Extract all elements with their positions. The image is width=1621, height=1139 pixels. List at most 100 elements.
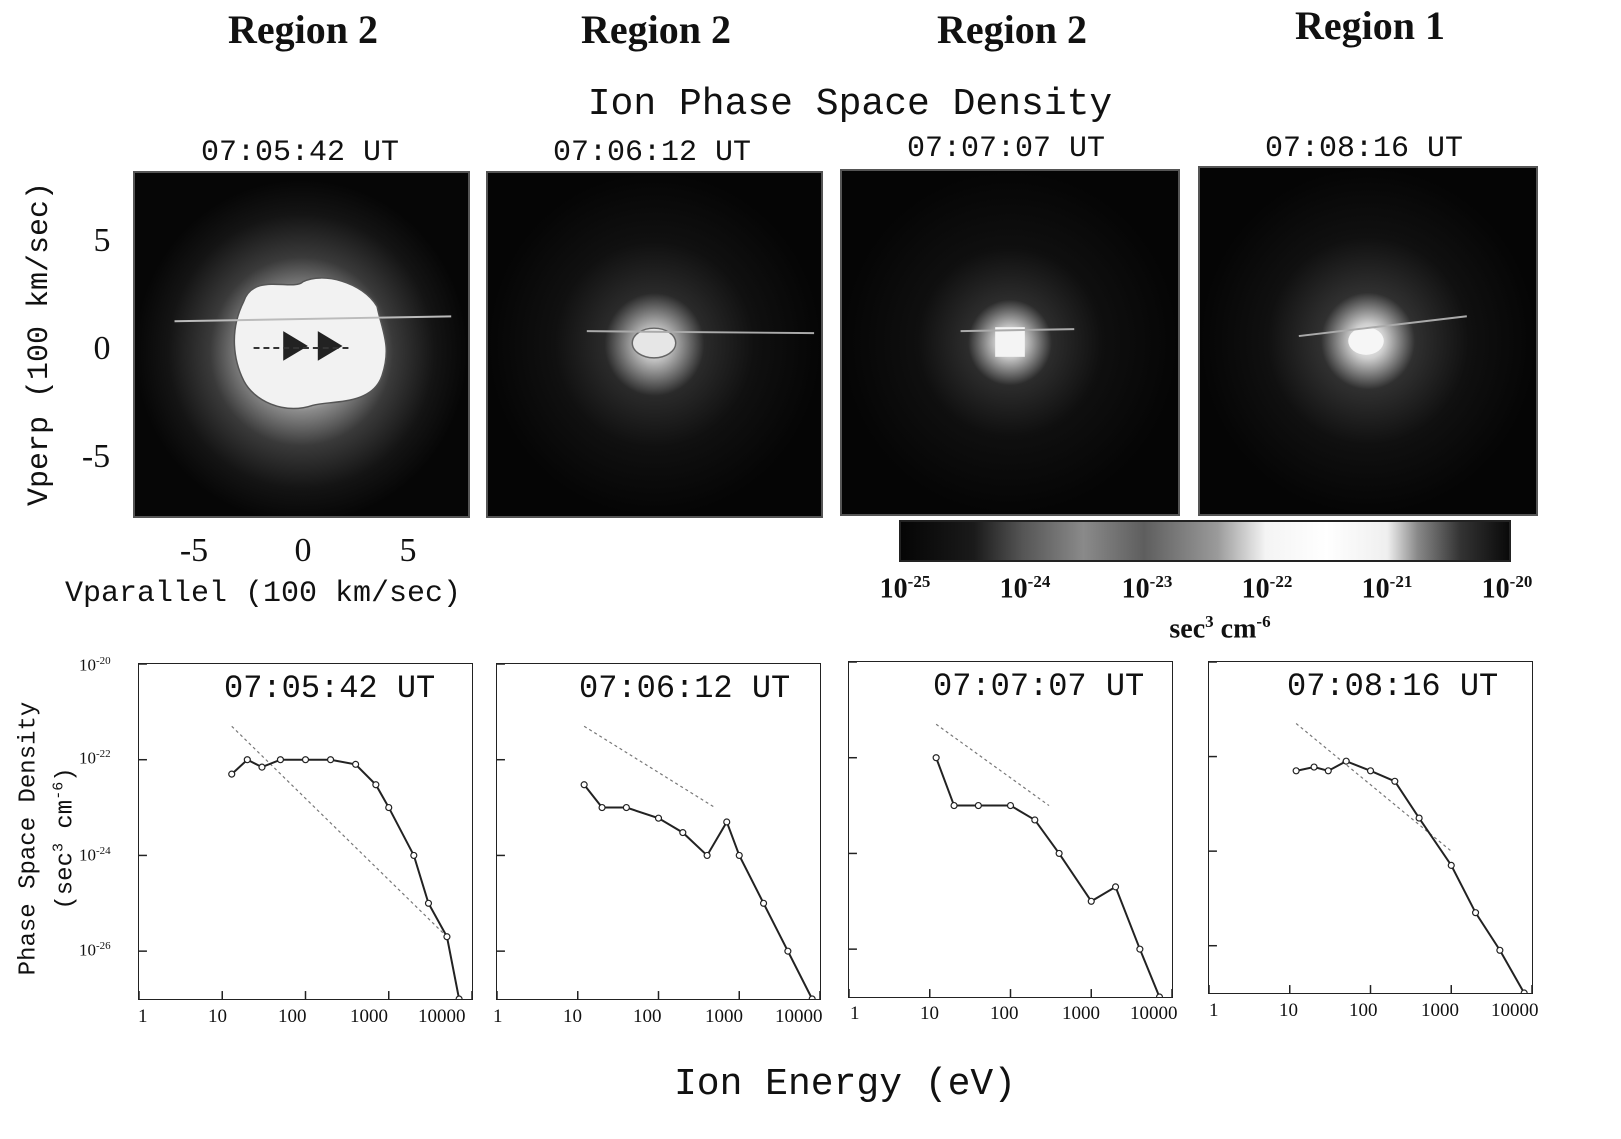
xtick-1: 1 <box>1209 1000 1219 1021</box>
xtick-1: 1 <box>493 1006 503 1027</box>
spectrum-plot-4: 07:08:16 UT <box>1208 661 1533 994</box>
xtick-10000: 10000 <box>1491 1000 1539 1021</box>
xtick-10: 10 <box>920 1003 939 1024</box>
data-point <box>723 818 731 826</box>
data-point <box>301 756 310 764</box>
data-point <box>410 851 418 860</box>
data-point <box>1496 946 1504 954</box>
xtick-10000: 10000 <box>775 1006 823 1027</box>
series-line <box>1295 760 1526 993</box>
xticks-group-1: 1 10 100 1000 10000 <box>138 1006 473 1032</box>
data-point <box>1031 816 1039 824</box>
series-line <box>583 784 814 999</box>
data-point <box>932 754 940 762</box>
xtick-10000: 10000 <box>418 1006 466 1027</box>
region-label-2: Region 2 <box>581 7 731 52</box>
colorbar-label-4: 10-22 <box>1241 572 1293 605</box>
data-point <box>1310 763 1318 771</box>
bottom-ylabel-line2: (sec3 cm-6) <box>50 767 80 910</box>
data-point <box>759 899 768 907</box>
data-point <box>326 756 335 764</box>
spectrum-title-1: 07:05:42 UT <box>224 670 436 707</box>
data-point <box>352 760 360 768</box>
bottom-ytick-20: 10-20 <box>79 655 111 675</box>
xtick-1: 1 <box>138 1006 148 1027</box>
xtick-10: 10 <box>208 1006 227 1027</box>
spectrum-svg-3 <box>849 662 1172 997</box>
xtick-100: 100 <box>1349 1000 1378 1021</box>
top-xlabel: Vparallel (100 km/sec) <box>65 577 462 611</box>
spectrum-title-3: 07:07:07 UT <box>933 668 1145 705</box>
bottom-xlabel: Ion Energy (eV) <box>673 1063 1017 1106</box>
xtick-1000: 1000 <box>1421 1000 1459 1021</box>
data-point <box>1391 777 1399 785</box>
reference-line <box>935 723 1050 807</box>
panel-timestamp-1: 07:05:42 UT <box>200 136 400 170</box>
series-line <box>935 757 1161 997</box>
spectrum-plot-2: 07:06:12 UT <box>496 663 821 1000</box>
data-point <box>243 756 251 764</box>
xtick-10000: 10000 <box>1130 1003 1178 1024</box>
top-ytick-minus5: -5 <box>81 438 111 475</box>
xtick-1000: 1000 <box>1062 1003 1100 1024</box>
spectrum-plot-3: 07:07:07 UT <box>848 661 1173 998</box>
data-point <box>654 814 663 822</box>
data-point <box>950 801 958 810</box>
region-label-1: Region 2 <box>228 7 378 52</box>
data-point <box>622 803 630 812</box>
data-point <box>1366 767 1375 775</box>
xtick-100: 100 <box>633 1006 662 1027</box>
reference-line <box>231 725 448 938</box>
spectrum-plot-1: 07:05:42 UT <box>138 663 473 1000</box>
data-point <box>455 995 463 999</box>
spectrum-title-4: 07:08:16 UT <box>1287 668 1499 705</box>
data-point <box>679 829 687 837</box>
spectrum-title-2: 07:06:12 UT <box>579 670 791 707</box>
colorbar-label-1: 10-25 <box>879 572 931 605</box>
data-point <box>784 947 792 955</box>
data-point <box>1520 989 1528 993</box>
data-point <box>1111 883 1120 891</box>
bottom-ylabel: Phase Space Density (sec3 cm-6) <box>15 659 82 1019</box>
bottom-ytick-26: 10-26 <box>79 940 111 960</box>
data-point <box>385 803 393 812</box>
top-xtick-0: 0 <box>294 532 312 569</box>
xtick-1000: 1000 <box>350 1006 388 1027</box>
data-point <box>1342 757 1350 765</box>
xtick-10: 10 <box>563 1006 582 1027</box>
density-panel-4 <box>1198 166 1538 516</box>
data-point <box>1471 909 1480 917</box>
spectrum-svg-1 <box>139 664 472 999</box>
data-point <box>974 801 982 810</box>
data-point <box>258 763 266 771</box>
colorbar-label-3: 10-23 <box>1121 572 1173 605</box>
xtick-10: 10 <box>1279 1000 1298 1021</box>
data-point <box>1006 801 1015 810</box>
density-panel-2 <box>486 171 823 518</box>
data-point <box>1447 861 1455 869</box>
data-point <box>1155 993 1164 997</box>
xticks-group-3: 1 10 100 1000 10000 <box>850 1003 1185 1029</box>
top-ylabel: Vperp (100 km/sec) <box>23 181 57 507</box>
xtick-1000: 1000 <box>705 1006 743 1027</box>
data-point <box>1055 849 1063 858</box>
spectrum-svg-4 <box>1209 662 1532 993</box>
density-panel-1 <box>133 171 470 518</box>
data-point <box>1087 897 1095 905</box>
region-label-3: Region 2 <box>937 7 1087 52</box>
xtick-1: 1 <box>850 1003 860 1024</box>
data-point <box>1415 814 1423 822</box>
xtick-100: 100 <box>990 1003 1019 1024</box>
data-point <box>443 933 451 941</box>
data-point <box>580 781 588 789</box>
top-title: Ion Phase Space Density <box>587 83 1113 126</box>
top-ytick-5: 5 <box>93 222 111 259</box>
data-point <box>808 995 816 999</box>
data-point <box>1292 767 1300 775</box>
bottom-ylabel-line1: Phase Space Density <box>15 701 43 976</box>
data-point <box>735 851 743 860</box>
data-point <box>228 770 236 778</box>
data-point <box>424 899 433 907</box>
data-point <box>598 803 606 812</box>
series-line <box>231 758 461 999</box>
